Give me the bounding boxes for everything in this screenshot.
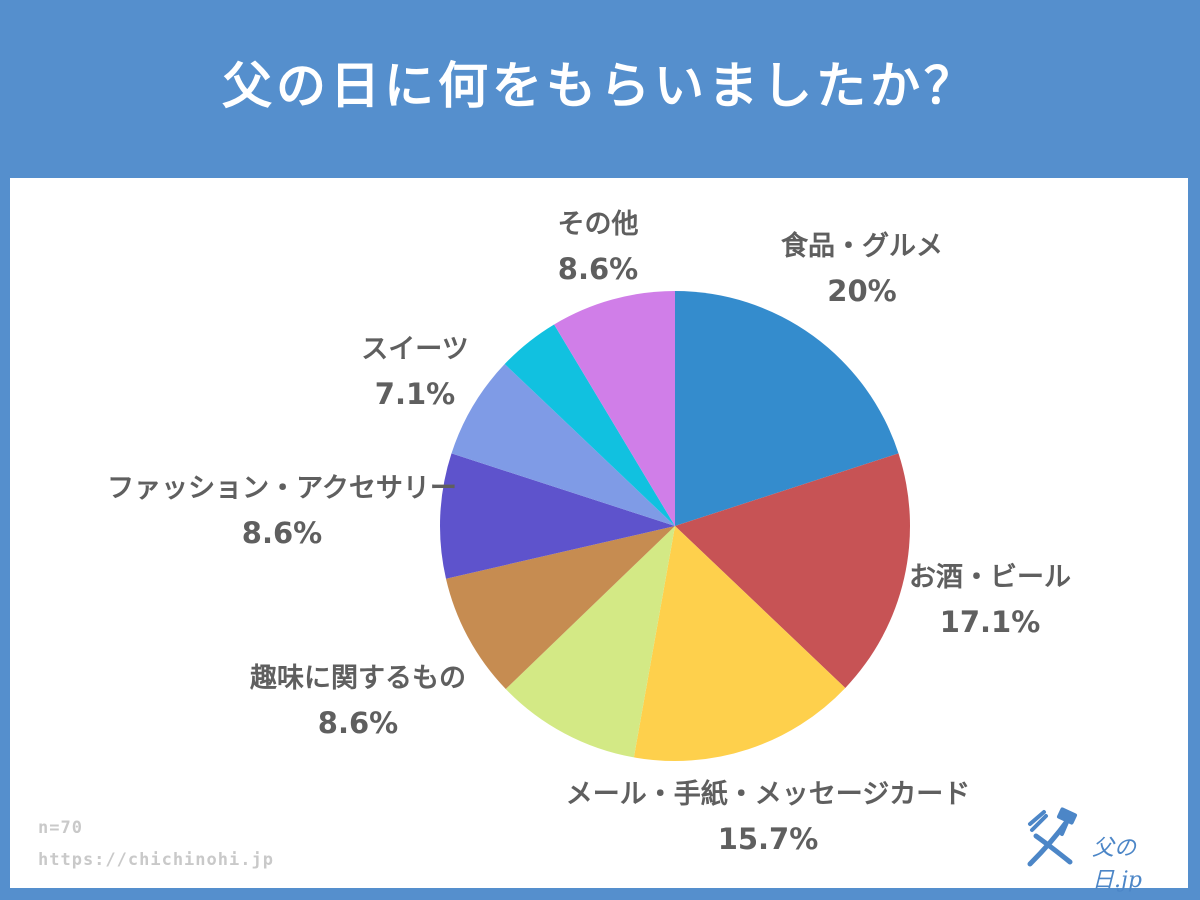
slice-label-name-4: 趣味に関するもの xyxy=(249,663,466,694)
pie-slice-4 xyxy=(445,526,675,690)
header-bar: 父の日に何をもらいましたか？ xyxy=(0,0,1200,178)
source-url: https://chichinohi.jp xyxy=(38,850,274,870)
slice-label-value-6: 7.1% xyxy=(375,377,455,411)
pie-slice-2 xyxy=(633,526,846,761)
site-logo: 父の日.jp xyxy=(1022,806,1172,893)
slice-label-value-1: 17.1% xyxy=(940,605,1041,639)
sample-size: n=70 xyxy=(38,818,83,838)
pie-slice-0 xyxy=(675,291,899,526)
slice-label-value-4: 8.6% xyxy=(318,706,398,740)
slice-label-name-6: スイーツ xyxy=(361,334,468,365)
logo-text: 父の日.jp xyxy=(1092,836,1142,893)
slice-label-value-5: 8.6% xyxy=(242,516,322,550)
pie-slice-7 xyxy=(504,324,675,526)
slice-label-name-0: 食品・グルメ xyxy=(781,230,943,262)
slice-label-name-2: メール・手紙・メッセージカード xyxy=(566,778,970,810)
hammer-father-logo-icon xyxy=(1027,807,1078,867)
pie-slice-5 xyxy=(439,453,675,579)
slice-label-value-2: 15.7% xyxy=(718,822,819,856)
pie-slice-6 xyxy=(451,364,675,526)
slice-label-name-8: その他 xyxy=(558,209,639,240)
slice-label-name-5: ファッション・アクセサリー xyxy=(107,473,457,504)
chart-title: 父の日に何をもらいましたか？ xyxy=(222,57,978,115)
slice-label-name-1: お酒・ビール xyxy=(909,562,1071,593)
slice-label-value-0: 20% xyxy=(827,274,896,308)
slice-label-value-8: 8.6% xyxy=(558,252,638,286)
pie-slice-3 xyxy=(505,526,675,758)
pie-slice-8 xyxy=(554,291,675,526)
pie-slice-1 xyxy=(675,453,910,688)
